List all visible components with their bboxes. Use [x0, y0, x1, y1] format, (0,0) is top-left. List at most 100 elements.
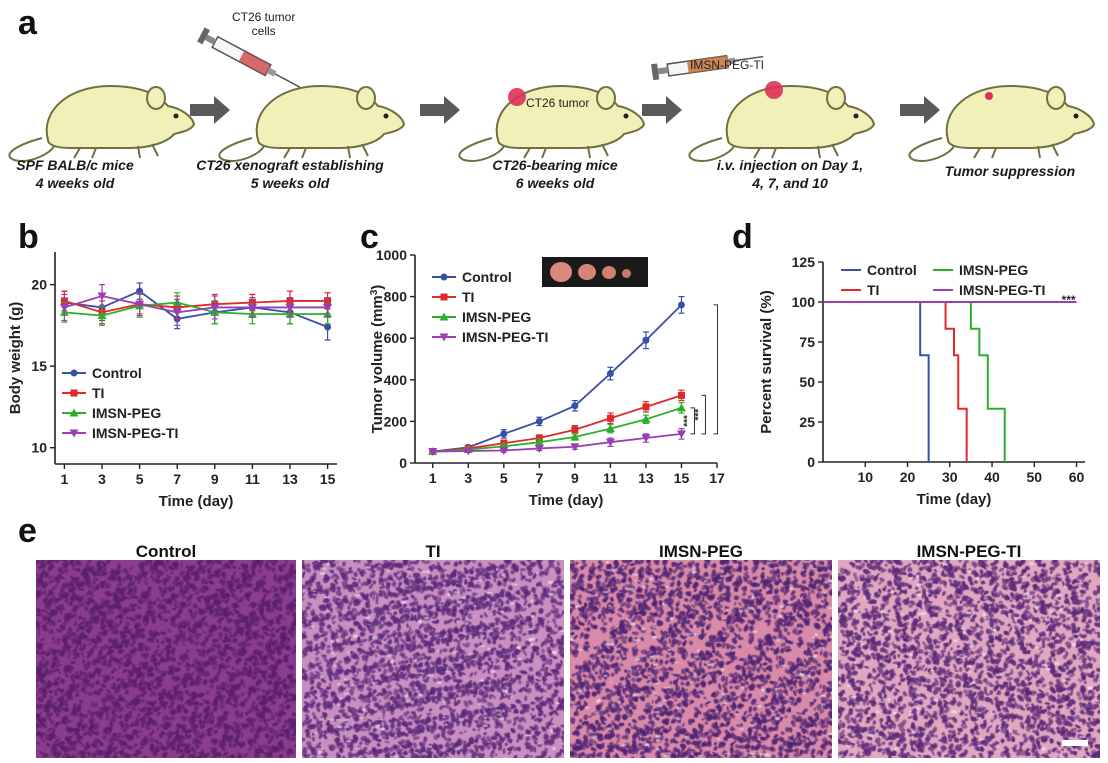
y-tick-label: 400 — [384, 372, 408, 388]
legend-marker — [69, 408, 79, 417]
x-tick-label: 5 — [136, 471, 144, 487]
arrow-icon — [190, 96, 940, 124]
histology-image-ti — [302, 560, 564, 758]
significance-bracket — [701, 394, 706, 435]
y-axis-label: Body weight (g) — [7, 302, 24, 415]
legend-label: TI — [462, 289, 474, 305]
data-point — [285, 303, 295, 312]
y-tick-label: 200 — [384, 413, 408, 429]
x-tick-label: 15 — [320, 471, 336, 487]
legend-item: Control — [432, 269, 512, 285]
tumor-label: CT26 tumor — [526, 96, 590, 110]
x-tick-label: 1 — [61, 471, 69, 487]
data-point — [97, 292, 107, 301]
survival-curve-imsn-peg — [823, 301, 1006, 462]
experiment-schematic — [8, 26, 1095, 162]
syringe-icon — [196, 26, 305, 95]
x-tick-label: 13 — [282, 471, 298, 487]
significance-label: *** — [1062, 293, 1076, 307]
histology-title-imsn-peg-ti: IMSN-PEG-TI — [916, 542, 1022, 561]
legend-label: Control — [92, 365, 142, 381]
x-tick-label: 1 — [429, 470, 437, 486]
data-point — [605, 438, 615, 447]
data-point — [641, 434, 651, 443]
survival-curve-control — [823, 301, 930, 462]
step-caption-1: SPF BALB/c mice 4 weeks old — [16, 157, 134, 191]
x-tick-label: 30 — [942, 469, 958, 485]
data-point — [677, 301, 685, 309]
legend-marker — [69, 429, 79, 438]
y-tick-label: 0 — [807, 454, 815, 470]
scale-bar — [1062, 740, 1088, 746]
legend-label: IMSN-PEG-TI — [462, 329, 548, 345]
tumor-icon — [985, 92, 993, 100]
x-tick-label: 20 — [900, 469, 916, 485]
legend-item: Control — [62, 365, 142, 381]
chart-survival: 10 20 30 40 50 60 0 25 50 75 100 125 Time (day) Perce… — [758, 254, 1085, 508]
x-tick-label: 40 — [984, 469, 1000, 485]
data-point — [606, 414, 614, 422]
data-point — [642, 403, 650, 411]
data-point — [210, 303, 220, 312]
legend-label: IMSN-PEG — [959, 262, 1028, 278]
data-point — [642, 336, 650, 344]
x-tick-label: 13 — [638, 470, 654, 486]
legend-item: IMSN-PEG-TI — [62, 425, 178, 441]
histology-title-imsn-peg: IMSN-PEG — [658, 542, 744, 561]
survival-curve-ti — [823, 301, 968, 462]
legend-marker — [440, 293, 448, 301]
x-axis-label: Time (day) — [917, 491, 992, 508]
x-tick-label: 3 — [464, 470, 472, 486]
significance-label: *** — [682, 415, 693, 427]
data-point — [606, 370, 614, 378]
y-tick-label: 800 — [384, 289, 408, 305]
x-tick-label: 15 — [674, 470, 690, 486]
legend-item: Control — [841, 262, 917, 278]
panel-label-c: c — [360, 218, 379, 256]
y-tick-label: 75 — [799, 334, 815, 350]
x-tick-label: 7 — [173, 471, 181, 487]
legend-label: IMSN-PEG — [92, 405, 161, 421]
legend-item: IMSN-PEG-TI — [933, 282, 1045, 298]
data-point — [570, 432, 580, 441]
y-tick-label: 25 — [799, 414, 815, 430]
step-caption-2: CT26 xenograft establishing 5 weeks old — [196, 157, 384, 191]
legend-item: IMSN-PEG — [933, 262, 1028, 278]
legend-marker — [439, 312, 449, 321]
y-tick-label: 15 — [31, 358, 47, 374]
y-axis-label: Tumor volume (mm3) — [369, 285, 387, 434]
series-line — [432, 394, 682, 453]
y-tick-label: 50 — [799, 374, 815, 390]
legend-label: TI — [867, 282, 879, 298]
syringe-label-cells: CT26 tumor cells — [232, 10, 296, 38]
legend-marker — [70, 369, 78, 377]
significance-label: *** — [693, 409, 704, 421]
x-tick-label: 11 — [603, 470, 618, 486]
series-line — [64, 300, 328, 314]
panel-label-b: b — [18, 218, 39, 256]
series-line — [432, 407, 682, 453]
data-point — [135, 300, 145, 309]
series-line — [432, 304, 683, 453]
x-tick-label: 9 — [211, 471, 219, 487]
series-line — [432, 432, 682, 453]
legend-marker — [439, 333, 449, 342]
data-point — [571, 402, 579, 410]
significance-bracket — [690, 407, 695, 435]
data-point — [323, 303, 333, 312]
y-tick-label: 100 — [792, 294, 816, 310]
histology-title-control: Control — [135, 542, 197, 561]
x-tick-label: 5 — [500, 470, 508, 486]
y-tick-label: 10 — [31, 440, 47, 456]
data-point — [641, 414, 651, 423]
data-point — [534, 437, 544, 446]
x-tick-label: 50 — [1027, 469, 1043, 485]
data-point — [172, 308, 182, 317]
legend-label: IMSN-PEG-TI — [92, 425, 178, 441]
data-point — [676, 403, 686, 412]
mouse-step-5 — [908, 85, 1095, 162]
tumor-photo-inset — [542, 257, 648, 287]
mouse-step-2 — [218, 85, 405, 162]
histology-image-imsn-peg — [570, 560, 832, 758]
data-point — [535, 417, 543, 425]
